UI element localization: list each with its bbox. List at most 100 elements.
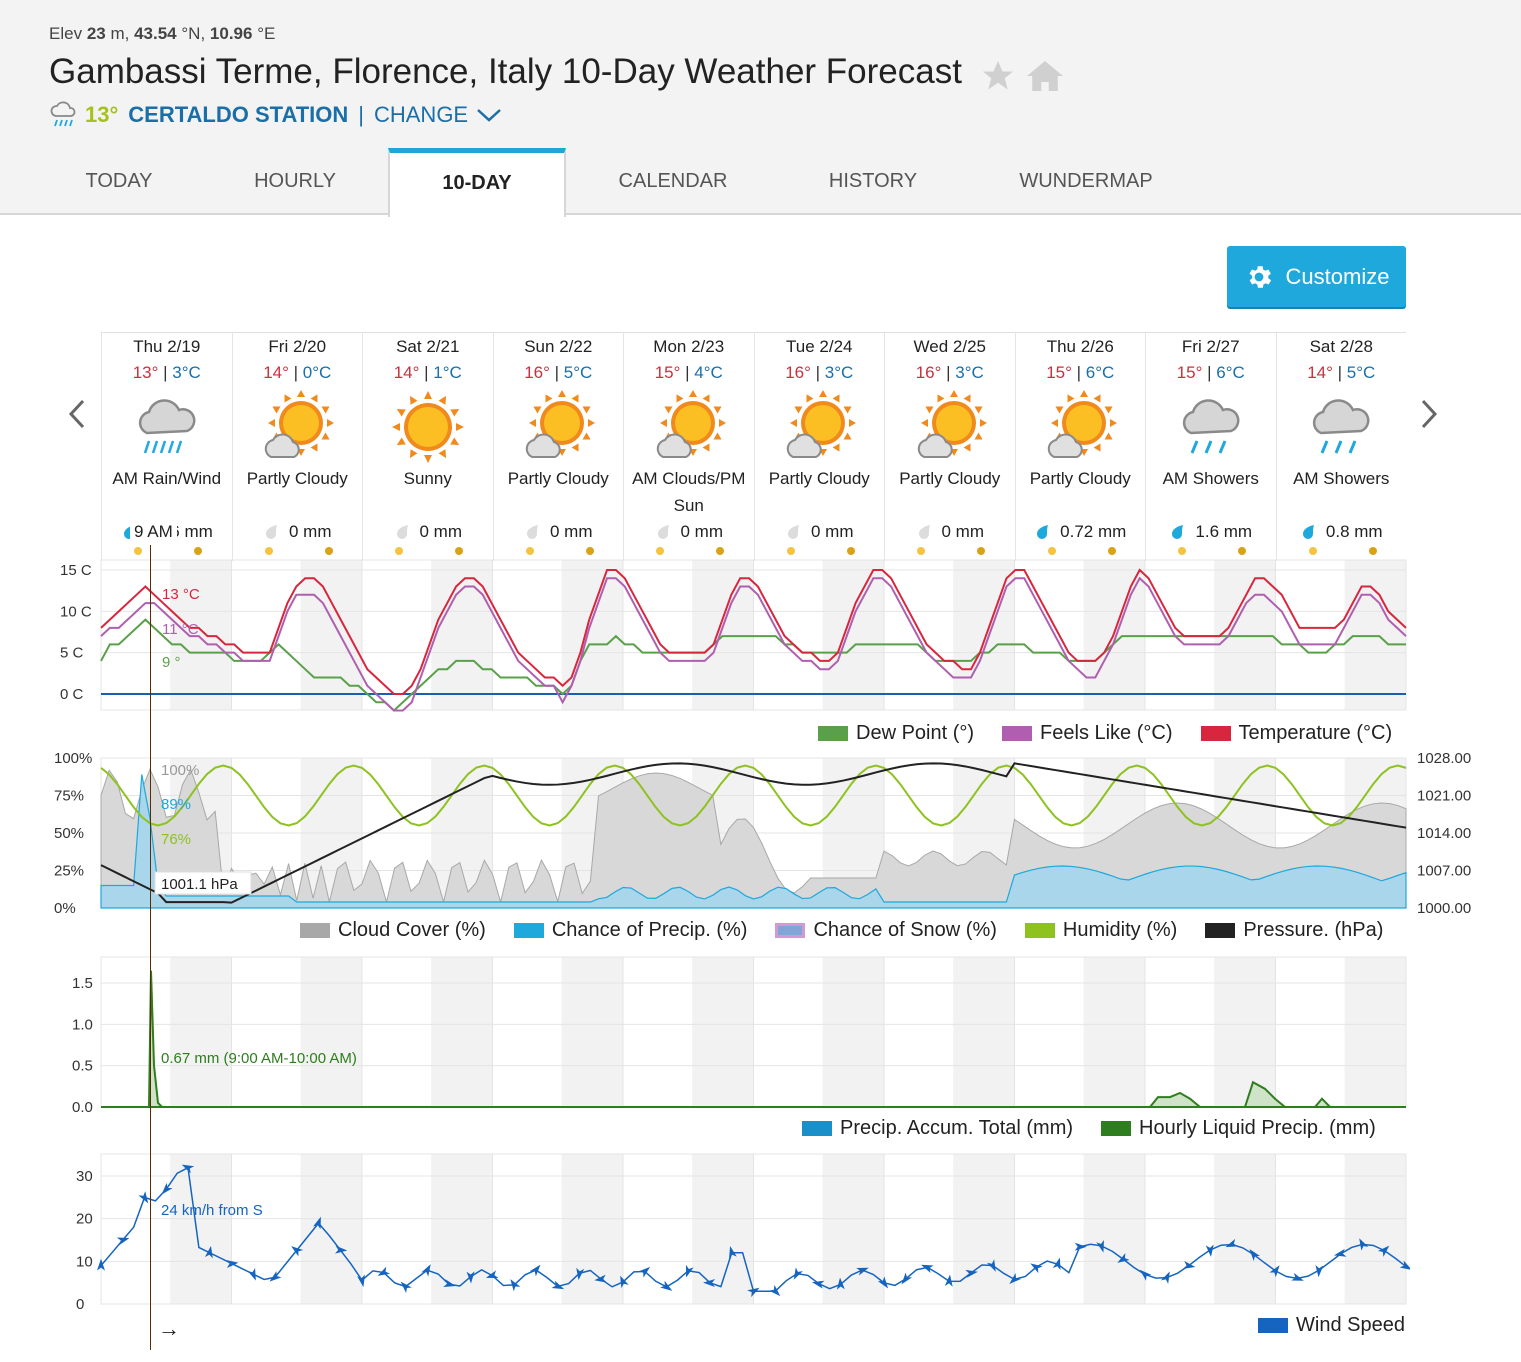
day-date: Thu 2/19 — [133, 337, 201, 356]
day-hi-lo: 16° | 3°C — [755, 363, 885, 385]
pressure-line — [100, 762, 1407, 904]
day-hi-lo: 14° | 1°C — [363, 363, 493, 385]
day-low: 5°C — [1346, 363, 1376, 382]
legend-humidity[interactable]: Humidity (%) — [1024, 919, 1177, 942]
tab-history[interactable]: HISTORY — [828, 170, 918, 192]
cloud-y-tick: 75% — [54, 788, 84, 805]
wind-direction-marker — [529, 1264, 541, 1277]
wind-direction-marker — [1377, 1245, 1390, 1257]
day-precip-amount: 0 mm — [550, 522, 593, 541]
forecast-day[interactable]: Wed 2/25 16° | 3°C Partly Cloudy 0 mm — [884, 333, 1015, 561]
legend-precip-accum[interactable]: Precip. Accum. Total (mm) — [802, 1117, 1073, 1140]
forecast-day[interactable]: Thu 2/26 15° | 6°C Partly Cloudy 0.72 mm — [1014, 333, 1146, 561]
gear-icon — [1249, 265, 1271, 288]
tab-today[interactable]: TODAY — [85, 170, 153, 192]
forecast-day[interactable]: Sat 2/28 14° | 5°C AM Showers 0.8 mm — [1275, 333, 1407, 561]
humidity-line — [100, 764, 1407, 827]
tab-wundermap[interactable]: WUNDERMAP — [1019, 170, 1153, 192]
next-arrow-icon[interactable] — [1418, 398, 1440, 430]
legend-temperature[interactable]: Temperature (°C) — [1200, 722, 1392, 745]
precip-chance-area — [100, 774, 1407, 909]
day-precip: 0.8 mm — [1277, 519, 1407, 545]
station-separator: | — [358, 102, 364, 127]
hourly-liquid-precip-area — [101, 970, 1406, 1108]
wind-direction-marker — [291, 1246, 304, 1257]
day-precip-amount: 0 mm — [680, 522, 724, 541]
day-date: Sat 2/28 — [1309, 337, 1373, 356]
day-condition: Partly Cloudy — [246, 469, 348, 488]
day-date: Fri 2/20 — [268, 337, 327, 356]
wind-direction-marker — [944, 1274, 953, 1287]
wind-direction-marker — [1205, 1244, 1214, 1257]
temperature-line — [100, 568, 1407, 695]
wind-y-tick: 10 — [76, 1253, 93, 1270]
wind-direction-marker — [181, 1164, 195, 1174]
raindrop-icon — [788, 525, 799, 539]
sun-times — [1277, 545, 1407, 557]
wind-direction-marker — [793, 1267, 803, 1280]
station-name[interactable]: CERTALDO STATION — [128, 102, 349, 127]
time-cursor-label: 9 AM — [130, 522, 177, 542]
day-precip: 0 mm — [363, 519, 493, 545]
forecast-day[interactable]: Sat 2/21 14° | 1°C Sunny 0 mm — [362, 333, 493, 561]
day-precip: 0 mm — [494, 519, 624, 545]
wind-direction-marker — [421, 1264, 431, 1277]
legend-chance-snow[interactable]: Chance of Snow (%) — [775, 919, 997, 942]
wind-direction-marker — [921, 1264, 934, 1273]
pressure-y-tick: 1028.00 — [1417, 750, 1471, 767]
precip-legend: Precip. Accum. Total (mm) Hourly Liquid … — [774, 1117, 1376, 1140]
wind-direction-marker — [1096, 1240, 1104, 1253]
tab-hourly[interactable]: HOURLY — [254, 170, 336, 192]
legend-feels-like[interactable]: Feels Like (°C) — [1002, 722, 1173, 745]
wind-direction-marker — [466, 1271, 475, 1284]
wind-direction-marker — [334, 1245, 348, 1254]
wind-direction-marker — [1182, 1261, 1196, 1269]
wind-direction-marker — [747, 1287, 760, 1298]
wind-direction-marker — [1269, 1265, 1280, 1278]
tooltip-feels-like: 11 °C — [162, 621, 199, 638]
tooltip-cloud-cover: 100% — [161, 762, 199, 779]
star-icon[interactable] — [980, 58, 1016, 94]
precip-y-tick: 1.5 — [72, 975, 93, 992]
partly-cloudy-icon — [624, 389, 754, 465]
legend-pressure-label: Pressure. (hPa) — [1243, 919, 1384, 941]
forecast-day[interactable]: Fri 2/20 14° | 0°C Partly Cloudy 0 mm — [231, 333, 363, 561]
partly-cloudy-icon — [885, 389, 1015, 465]
precip-chart: 1.5 1.0 0.5 0.0 0.67 mm (9:00 AM-10:00 AM) — [72, 956, 1407, 1113]
legend-cloud-cover[interactable]: Cloud Cover (%) — [300, 919, 486, 942]
hi-lo-separator: | — [1332, 363, 1347, 382]
wind-direction-marker — [204, 1245, 213, 1259]
legend-wind-speed-label: Wind Speed — [1296, 1314, 1405, 1336]
wind-direction-marker — [551, 1280, 565, 1290]
hi-lo-separator: | — [288, 363, 303, 382]
day-date: Sat 2/21 — [396, 337, 460, 356]
hi-lo-separator: | — [158, 363, 173, 382]
raindrop-icon — [266, 525, 277, 539]
legend-chance-precip[interactable]: Chance of Precip. (%) — [513, 919, 747, 942]
forecast-day[interactable]: Sun 2/22 16° | 5°C Partly Cloudy 0 mm — [492, 333, 624, 561]
tab-10-day[interactable]: 10-DAY — [388, 148, 566, 217]
legend-wind-speed[interactable]: Wind Speed — [1258, 1314, 1405, 1337]
page-header: Elev 23 m, 43.54 °N, 10.96 °E Gambassi T… — [0, 0, 1521, 217]
tab-calendar[interactable]: CALENDAR — [618, 170, 728, 192]
time-cursor-line[interactable] — [150, 545, 151, 1350]
partly-cloudy-icon — [755, 389, 885, 465]
legend-hourly-liquid[interactable]: Hourly Liquid Precip. (mm) — [1101, 1117, 1376, 1140]
legend-pressure[interactable]: Pressure. (hPa) — [1205, 919, 1383, 942]
legend-dew-point[interactable]: Dew Point (°) — [818, 722, 974, 745]
prev-arrow-icon[interactable] — [66, 398, 88, 430]
tooltip-precip-chance: 89% — [161, 796, 191, 813]
forecast-day[interactable]: Mon 2/23 15° | 4°C AM Clouds/PM Sun 0 mm — [623, 333, 754, 561]
forecast-day[interactable]: Tue 2/24 16° | 3°C Partly Cloudy 0 mm — [753, 333, 885, 561]
forecast-day[interactable]: Fri 2/27 15° | 6°C AM Showers 1.6 mm — [1145, 333, 1276, 561]
home-icon[interactable] — [1025, 58, 1065, 94]
change-station-button[interactable]: CHANGE — [374, 102, 502, 128]
day-hi-lo: 15° | 6°C — [1146, 363, 1276, 385]
pressure-y-tick: 1000.00 — [1417, 900, 1471, 916]
chevron-down-icon — [477, 109, 501, 122]
day-high: 16° — [524, 363, 550, 382]
day-date: Mon 2/23 — [653, 337, 725, 356]
day-precip: 1.6 mm — [1146, 519, 1276, 545]
customize-button[interactable]: Customize — [1227, 246, 1406, 307]
wind-y-tick: 0 — [76, 1296, 84, 1312]
